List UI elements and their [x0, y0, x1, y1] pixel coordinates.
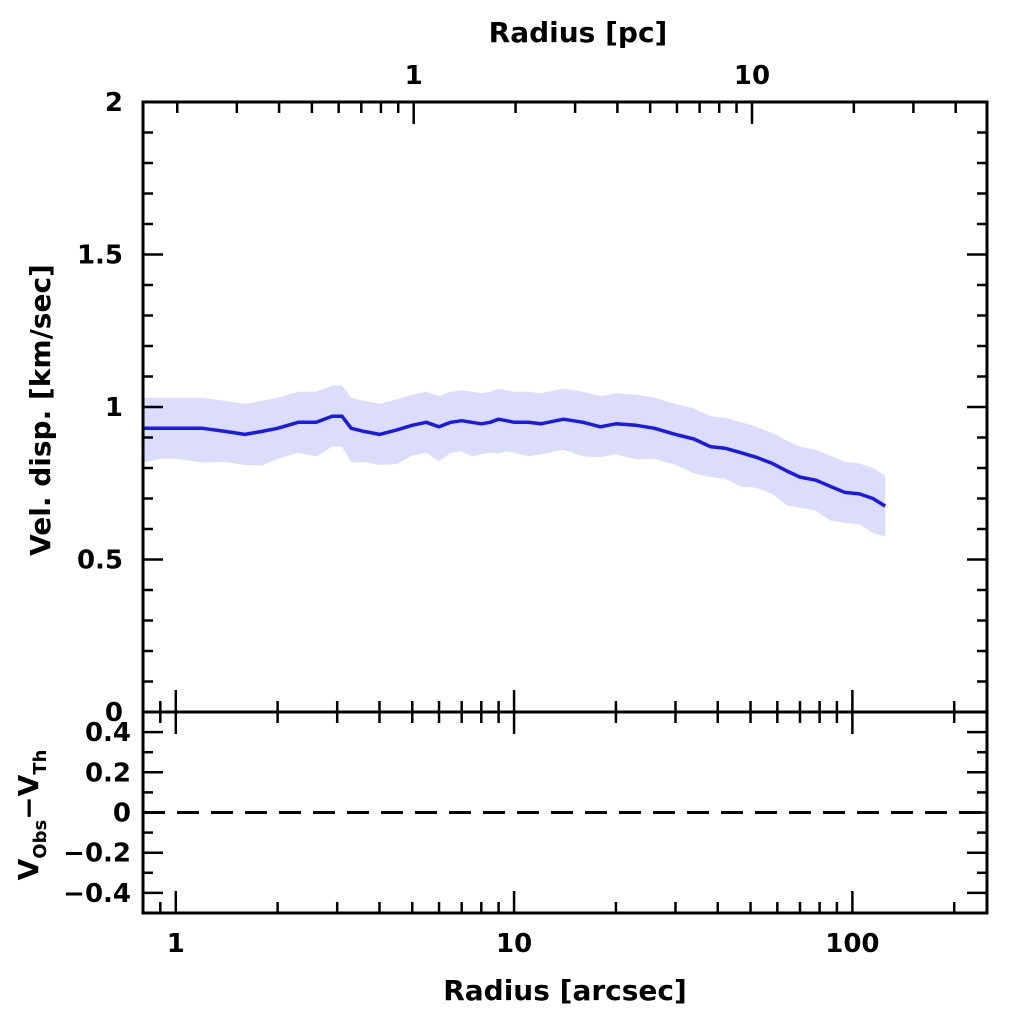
- bottom-panel-ticks: [141, 712, 987, 913]
- x-tick-label: 100: [825, 929, 879, 959]
- x-axis-title-bottom: Radius [arcsec]: [443, 974, 687, 1007]
- x-top-tick-label: 1: [405, 61, 423, 91]
- y-tick-label: 0: [113, 799, 131, 829]
- y-tick-label: 0.5: [77, 546, 123, 576]
- y-tick-label: 0.4: [85, 718, 131, 748]
- y-title-v: V: [12, 858, 45, 880]
- x-tick-label: 1: [167, 929, 185, 959]
- y-title-sub-obs: Obs: [30, 820, 51, 859]
- bottom-panel-y-tick-labels: −0.4 −0.2 0 0.2 0.4: [63, 718, 131, 909]
- y-tick-label: 0: [105, 698, 123, 728]
- y-tick-label: 0.2: [85, 758, 131, 788]
- x-axis-title-top: Radius [pc]: [489, 16, 668, 49]
- x-tick-label: 10: [496, 929, 532, 959]
- uncertainty-band: [143, 385, 886, 537]
- y-tick-label: −0.2: [63, 839, 131, 869]
- top-panel: 0 0.5 1 1.5 2: [77, 88, 989, 728]
- y-tick-label: −0.4: [63, 879, 131, 909]
- y-title-sub-th: Th: [30, 750, 51, 775]
- y-tick-label: 1.5: [77, 241, 123, 271]
- top-panel-y-tick-labels: 0 0.5 1 1.5 2: [77, 88, 123, 728]
- y-tick-label: 2: [105, 88, 123, 118]
- bottom-panel: −0.4 −0.2 0 0.2 0.4: [63, 710, 989, 915]
- y-title-minus-v: −V: [12, 774, 45, 819]
- y-axis-title-top: Vel. disp. [km/sec]: [24, 264, 57, 556]
- x-tick-labels-arcsec: 1 10 100: [167, 929, 880, 959]
- x-top-tick-label: 10: [734, 61, 770, 91]
- x-tick-labels-pc: 1 10: [405, 61, 770, 91]
- y-tick-label: 1: [105, 393, 123, 423]
- bottom-panel-frame: [141, 710, 989, 915]
- y-axis-title-bottom: VObs−VTh: [12, 750, 51, 881]
- velocity-dispersion-line: [143, 414, 887, 508]
- top-panel-ticks: [141, 100, 987, 714]
